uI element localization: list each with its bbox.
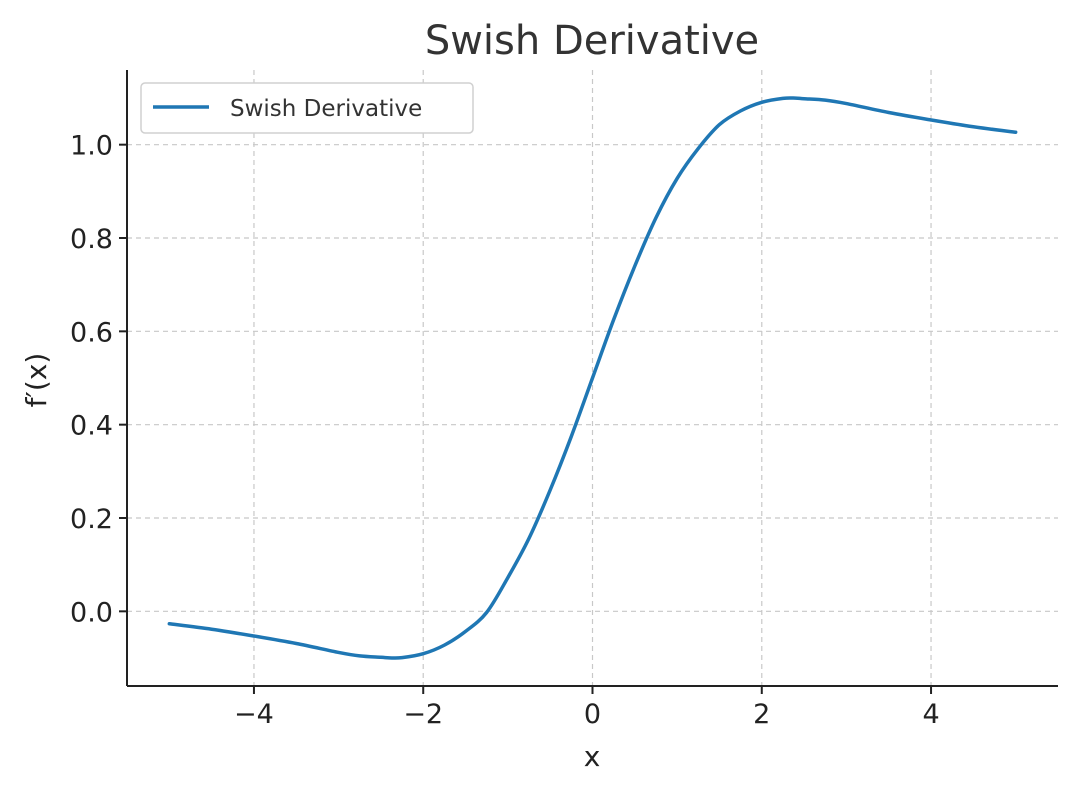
y-tick-label: 0.8 (70, 224, 113, 255)
x-tick-label: −2 (403, 699, 443, 730)
y-tick-label: 0.6 (70, 317, 113, 348)
y-ticks: 0.0 0.2 0.4 0.6 0.8 1.0 (70, 131, 127, 628)
x-tick-label: 4 (922, 699, 939, 730)
x-ticks: −4 −2 0 2 4 (234, 686, 940, 730)
chart-title: Swish Derivative (425, 18, 759, 64)
x-axis-label: x (584, 740, 601, 773)
y-tick-label: 0.2 (70, 504, 113, 535)
x-tick-label: −4 (234, 699, 274, 730)
y-tick-label: 0.4 (70, 411, 113, 442)
grid-lines (127, 70, 1058, 686)
x-tick-label: 0 (584, 699, 601, 730)
y-tick-label: 1.0 (70, 131, 113, 162)
series-layer (167, 96, 1018, 660)
y-tick-label: 0.0 (70, 597, 113, 628)
legend-label-swish-derivative: Swish Derivative (230, 96, 422, 122)
x-tick-label: 2 (753, 699, 770, 730)
series-line-swish-derivative (167, 96, 1018, 660)
legend-box (140, 82, 474, 134)
y-axis-label: f′(x) (20, 353, 53, 408)
legend: Swish Derivative (140, 82, 474, 134)
